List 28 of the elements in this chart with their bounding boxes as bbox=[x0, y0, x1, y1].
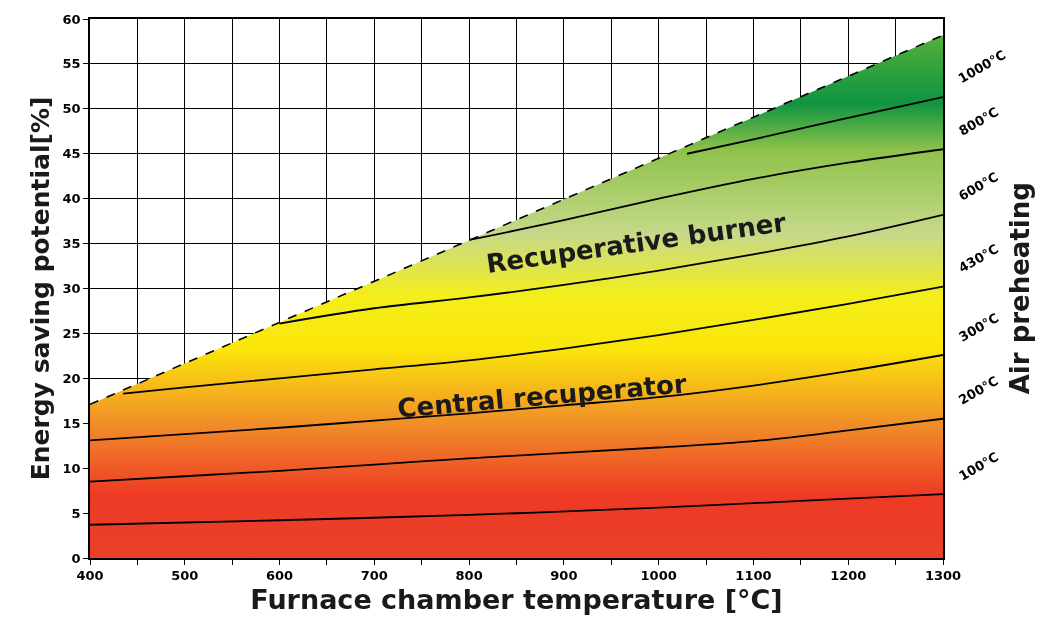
y-tick-label: 35 bbox=[62, 236, 81, 252]
text: Air preheating bbox=[1005, 182, 1036, 395]
y-tick-label: 10 bbox=[62, 460, 81, 476]
y-tick-label: 25 bbox=[62, 325, 81, 341]
x-axis-title: Furnace chamber temperature [°C] bbox=[250, 584, 783, 616]
x-tick-label: 500 bbox=[171, 568, 199, 584]
x-tick-label: 1100 bbox=[735, 568, 772, 584]
x-tick-label: 1000 bbox=[640, 568, 677, 584]
x-tick-label: 400 bbox=[76, 568, 104, 584]
y-tick-label: 60 bbox=[62, 11, 81, 27]
y-tick-label: 55 bbox=[62, 56, 81, 72]
x-tick-label: 1300 bbox=[924, 568, 962, 584]
y-tick-label: 45 bbox=[62, 146, 81, 162]
x-tick-label: 700 bbox=[360, 568, 388, 584]
y-tick-label: 15 bbox=[62, 415, 81, 431]
y-tick-label: 40 bbox=[62, 191, 81, 207]
y-tick-label: 30 bbox=[62, 281, 81, 297]
x-tick-label: 800 bbox=[455, 568, 483, 584]
y-tick-label: 5 bbox=[71, 505, 81, 521]
x-tick-label: 600 bbox=[265, 568, 294, 584]
annotation: Recuperative burner bbox=[484, 207, 788, 279]
y-tick-label: 20 bbox=[62, 370, 81, 386]
x-tick-label: 900 bbox=[550, 568, 578, 584]
x-tick-label: 1200 bbox=[830, 568, 867, 584]
annotation: Central recuperator bbox=[396, 368, 688, 424]
y-axis-title: Energy saving potential[%] bbox=[25, 96, 55, 481]
y-tick-label: 0 bbox=[71, 550, 81, 566]
y-tick-label: 50 bbox=[62, 101, 81, 117]
